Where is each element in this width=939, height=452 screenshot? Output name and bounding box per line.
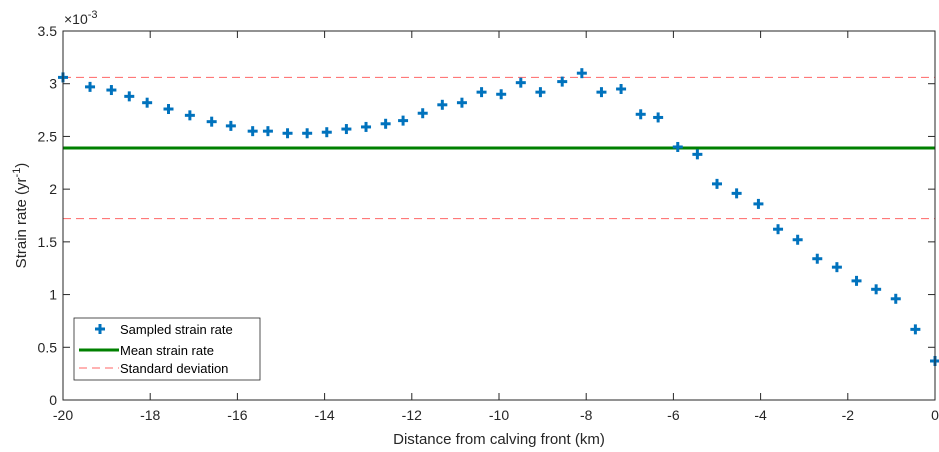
data-point [321,127,332,138]
data-point [557,76,568,87]
x-tick-label: -20 [53,407,73,423]
legend-item-mean: Mean strain rate [79,343,214,358]
x-axis-label: Distance from calving front (km) [393,431,605,448]
data-point [692,149,703,160]
data-point [206,116,217,127]
data-point [890,293,901,304]
data-point [812,253,823,264]
plot-marks [58,68,939,366]
x-tick-label: -10 [489,407,509,423]
x-tick-label: -12 [402,407,422,423]
data-point [910,324,921,335]
legend-marker-plus [95,324,105,334]
data-point [85,81,96,92]
data-point [106,85,117,96]
y-axis-label: Strain rate (yr-1) [11,163,30,269]
data-point [831,262,842,273]
x-tick-label: -6 [667,407,680,423]
data-point [672,141,683,152]
x-tick-label: -14 [314,407,334,423]
data-point [262,126,273,137]
data-point [124,91,135,102]
data-point [712,178,722,189]
x-tick-label: -2 [842,407,855,423]
data-point [792,234,803,245]
data-point [616,83,627,94]
data-point [282,128,293,139]
legend-item-stddev: Standard deviation [79,361,228,376]
data-point [184,110,195,121]
x-tick-label: -8 [580,407,593,423]
y-tick-label: 1.5 [38,234,58,250]
data-point [596,87,607,98]
data-point [341,124,352,135]
legend-label-sampled: Sampled strain rate [120,322,233,337]
data-point [653,112,664,123]
data-point [302,128,313,139]
y-tick-label: 3 [49,76,57,92]
data-point [515,77,526,88]
y-tick-label: 1 [49,287,57,303]
y-tick-label: 3.5 [38,23,58,39]
data-point [871,284,882,295]
data-point [361,121,372,132]
x-tick-label: -4 [754,407,767,423]
data-point [417,108,428,119]
data-point [496,89,507,100]
y-axis-ticks: 0 0.5 1 1.5 2 2.5 3 3.5 [38,23,935,408]
y-exponent-power: -3 [88,9,98,21]
data-point [398,115,409,126]
data-point [535,87,546,98]
legend-label-mean: Mean strain rate [120,343,214,358]
legend: Sampled strain rate Mean strain rate Sta… [73,317,261,381]
data-point [456,97,467,108]
data-point [576,68,587,79]
y-tick-label: 0.5 [38,339,58,355]
data-point [142,97,153,108]
x-tick-label: -16 [227,407,247,423]
y-exponent-base: ×10 [64,11,88,27]
data-point [731,188,742,199]
y-tick-label: 0 [49,392,57,408]
y-axis-label-close: ) [13,163,30,168]
x-tick-label: 0 [931,407,939,423]
x-axis-ticks: -20 -18 -16 -14 -12 -10 -8 -6 -4 -2 0 [53,31,939,423]
data-point [225,120,236,131]
legend-label-stddev: Standard deviation [120,361,228,376]
y-tick-label: 2.5 [38,128,58,144]
data-point [773,224,784,235]
data-point [635,109,646,120]
data-point [437,99,448,110]
data-point [476,87,487,98]
y-axis-label-superscript: -1 [11,168,23,178]
y-tick-label: 2 [49,181,57,197]
data-point [851,275,862,286]
x-tick-label: -18 [140,407,160,423]
y-axis-label-main: Strain rate (yr [13,177,30,268]
y-axis-exponent: ×10-3 [64,9,98,27]
data-point [753,198,764,209]
data-point [163,104,174,115]
data-point [247,126,258,137]
legend-item-sampled: Sampled strain rate [95,322,233,337]
data-point [380,118,391,129]
